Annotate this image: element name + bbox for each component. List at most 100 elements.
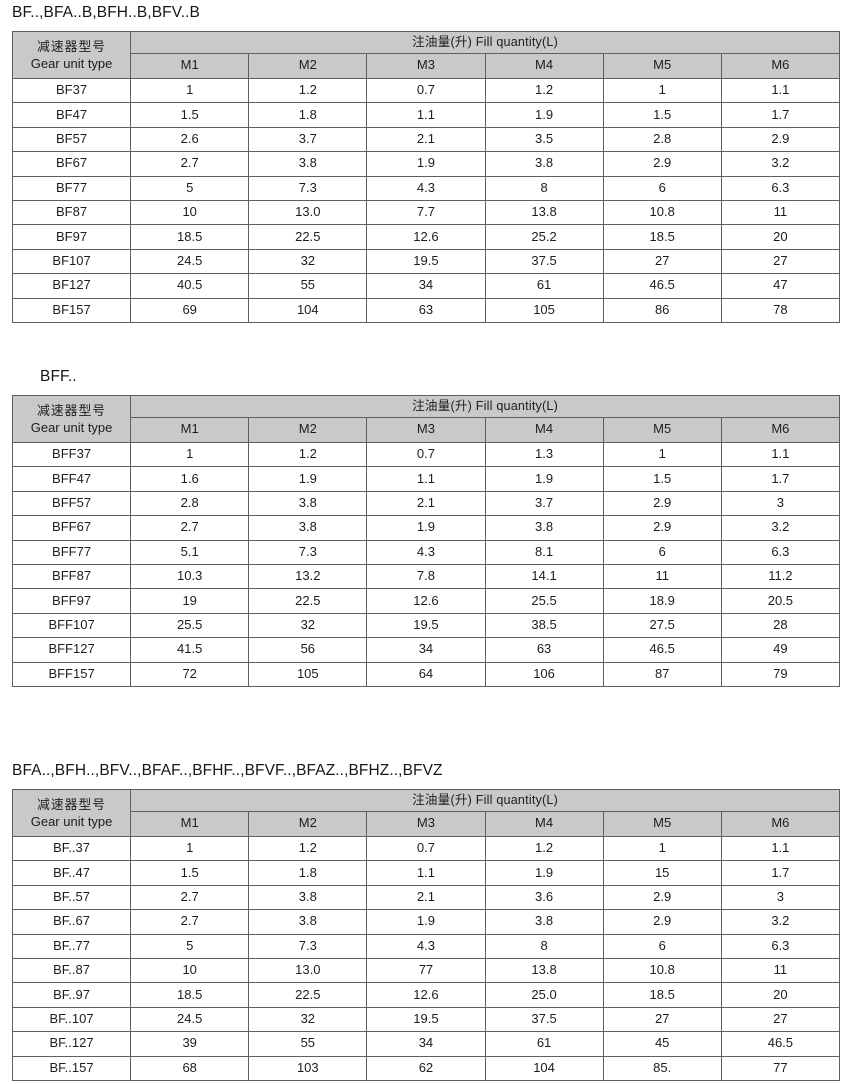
gear-unit-type-cell: BF127 — [11, 273, 132, 299]
fill-quantity-cell: 5.1 — [130, 539, 250, 565]
fill-quantity-cell: 6 — [602, 539, 722, 565]
fill-quantity-cell: 10.8 — [602, 957, 722, 984]
fill-quantity-cell: 41.5 — [130, 637, 250, 663]
gear-unit-type-header: 减速器型号 Gear unit type — [11, 395, 132, 443]
table-row: BF..67 2.7 3.8 1.9 3.8 2.9 3.2 — [11, 909, 841, 935]
gear-unit-type-cell: BF67 — [11, 151, 132, 177]
fill-quantity-cell: 3.2 — [720, 909, 841, 935]
fill-quantity-cell: 34 — [366, 273, 486, 299]
fill-quantity-cell: 3.7 — [484, 490, 604, 517]
fill-quantity-cell: 1.2 — [248, 77, 368, 104]
fill-quantity-cell: 1.5 — [130, 102, 250, 128]
fill-quantity-cell: 78 — [720, 297, 841, 323]
gear-unit-type-header-cn: 减速器型号 — [37, 796, 107, 812]
gear-unit-type-cell: BFF127 — [11, 637, 132, 663]
fill-quantity-cell: 1.5 — [130, 860, 250, 886]
fill-quantity-cell: 10 — [130, 199, 250, 226]
table-row: BF97 18.5 22.5 12.6 25.2 18.5 20 — [11, 224, 841, 250]
column-header-m5: M5 — [602, 52, 722, 80]
gear-unit-type-cell: BF..37 — [11, 835, 132, 862]
fill-quantity-cell: 63 — [366, 297, 486, 323]
fill-quantity-cell: 5 — [130, 933, 250, 959]
fill-quantity-cell: 2.9 — [602, 909, 722, 935]
fill-quantity-cell: 1.1 — [366, 466, 486, 492]
fill-quantity-cell: 1.9 — [248, 466, 368, 492]
table-section: BF..,BFA..B,BFH..B,BFV..B 减速器型号 Gear unit … — [11, 4, 841, 323]
fill-quantity-cell: 61 — [484, 1031, 604, 1057]
fill-quantity-cell: 6.3 — [720, 539, 841, 565]
fill-quantity-cell: 3.8 — [248, 909, 368, 935]
fill-quantity-cell: 1.9 — [366, 151, 486, 177]
fill-quantity-cell: 0.7 — [366, 835, 486, 862]
fill-quantity-cell: 105 — [248, 661, 368, 687]
fill-quantity-cell: 49 — [720, 637, 841, 663]
fill-quantity-cell: 11 — [602, 563, 722, 590]
fill-quantity-cell: 2.1 — [366, 126, 486, 153]
fill-quantity-cell: 4.3 — [366, 933, 486, 959]
fill-quantity-cell: 1.9 — [366, 515, 486, 541]
fill-quantity-cell: 1 — [602, 77, 722, 104]
fill-quantity-cell: 34 — [366, 637, 486, 663]
fill-quantity-table: 减速器型号 Gear unit type 注油量(升) Fill quantity(… — [11, 395, 841, 687]
fill-quantity-cell: 104 — [484, 1055, 604, 1081]
fill-quantity-cell: 28 — [720, 612, 841, 639]
fill-quantity-cell: 32 — [248, 248, 368, 275]
fill-quantity-cell: 1 — [130, 441, 250, 468]
fill-quantity-cell: 1.9 — [366, 909, 486, 935]
gear-unit-type-header-en: Gear unit type — [30, 813, 113, 829]
fill-quantity-cell: 12.6 — [366, 588, 486, 614]
column-header-m4: M4 — [484, 810, 604, 838]
fill-quantity-cell: 11 — [720, 199, 841, 226]
gear-unit-type-cell: BFF97 — [11, 588, 132, 614]
table-section: BFF.. 减速器型号 Gear unit type 注油量(升) Fill quan… — [11, 368, 841, 687]
fill-quantity-cell: 86 — [602, 297, 722, 323]
gear-unit-type-cell: BFF77 — [11, 539, 132, 565]
fill-quantity-table: 减速器型号 Gear unit type 注油量(升) Fill quantity(… — [11, 31, 841, 323]
column-header-m6: M6 — [720, 416, 841, 444]
fill-quantity-cell: 1.3 — [484, 441, 604, 468]
column-header-m1: M1 — [130, 810, 250, 838]
fill-quantity-cell: 18.5 — [602, 224, 722, 250]
fill-quantity-cell: 18.5 — [130, 982, 250, 1008]
fill-quantity-cell: 2.1 — [366, 884, 486, 911]
fill-quantity-cell: 12.6 — [366, 982, 486, 1008]
column-header-m2: M2 — [248, 416, 368, 444]
fill-quantity-cell: 20 — [720, 224, 841, 250]
fill-quantity-cell: 6.3 — [720, 933, 841, 959]
fill-quantity-cell: 39 — [130, 1031, 250, 1057]
column-header-m3: M3 — [366, 52, 486, 80]
fill-quantity-cell: 2.6 — [130, 126, 250, 153]
gear-unit-type-header-cn: 减速器型号 — [37, 402, 107, 418]
fill-quantity-cell: 8 — [484, 175, 604, 201]
gear-unit-type-cell: BFF87 — [11, 563, 132, 590]
gear-unit-type-header-en: Gear unit type — [30, 419, 113, 435]
gear-unit-type-header: 减速器型号 Gear unit type — [11, 789, 132, 837]
fill-quantity-cell: 1.1 — [720, 441, 841, 468]
section-title: BF..,BFA..B,BFH..B,BFV..B — [12, 4, 200, 21]
fill-quantity-cell: 11.2 — [720, 563, 841, 590]
fill-quantity-cell: 46.5 — [720, 1031, 841, 1057]
fill-quantity-cell: 1.2 — [484, 835, 604, 862]
gear-unit-type-cell: BF..157 — [11, 1055, 132, 1081]
fill-quantity-cell: 103 — [248, 1055, 368, 1081]
fill-quantity-cell: 2.7 — [130, 515, 250, 541]
table-row: BF..77 5 7.3 4.3 8 6 6.3 — [11, 933, 841, 959]
gear-unit-type-cell: BF47 — [11, 102, 132, 128]
fill-quantity-cell: 46.5 — [602, 273, 722, 299]
table-row: BF77 5 7.3 4.3 8 6 6.3 — [11, 175, 841, 201]
fill-quantity-cell: 2.9 — [602, 490, 722, 517]
fill-quantity-cell: 1 — [602, 441, 722, 468]
gear-unit-type-cell: BFF47 — [11, 466, 132, 492]
fill-quantity-cell: 38.5 — [484, 612, 604, 639]
gear-unit-type-cell: BF..67 — [11, 909, 132, 935]
fill-quantity-cell: 104 — [248, 297, 368, 323]
table-row: BF127 40.5 55 34 61 46.5 47 — [11, 273, 841, 299]
fill-quantity-cell: 24.5 — [130, 248, 250, 275]
fill-quantity-cell: 56 — [248, 637, 368, 663]
fill-quantity-cell: 10 — [130, 957, 250, 984]
gear-unit-type-cell: BF107 — [11, 248, 132, 275]
fill-quantity-cell: 0.7 — [366, 441, 486, 468]
fill-quantity-group-header: 注油量(升) Fill quantity(L) — [130, 395, 840, 418]
fill-quantity-cell: 24.5 — [130, 1006, 250, 1033]
